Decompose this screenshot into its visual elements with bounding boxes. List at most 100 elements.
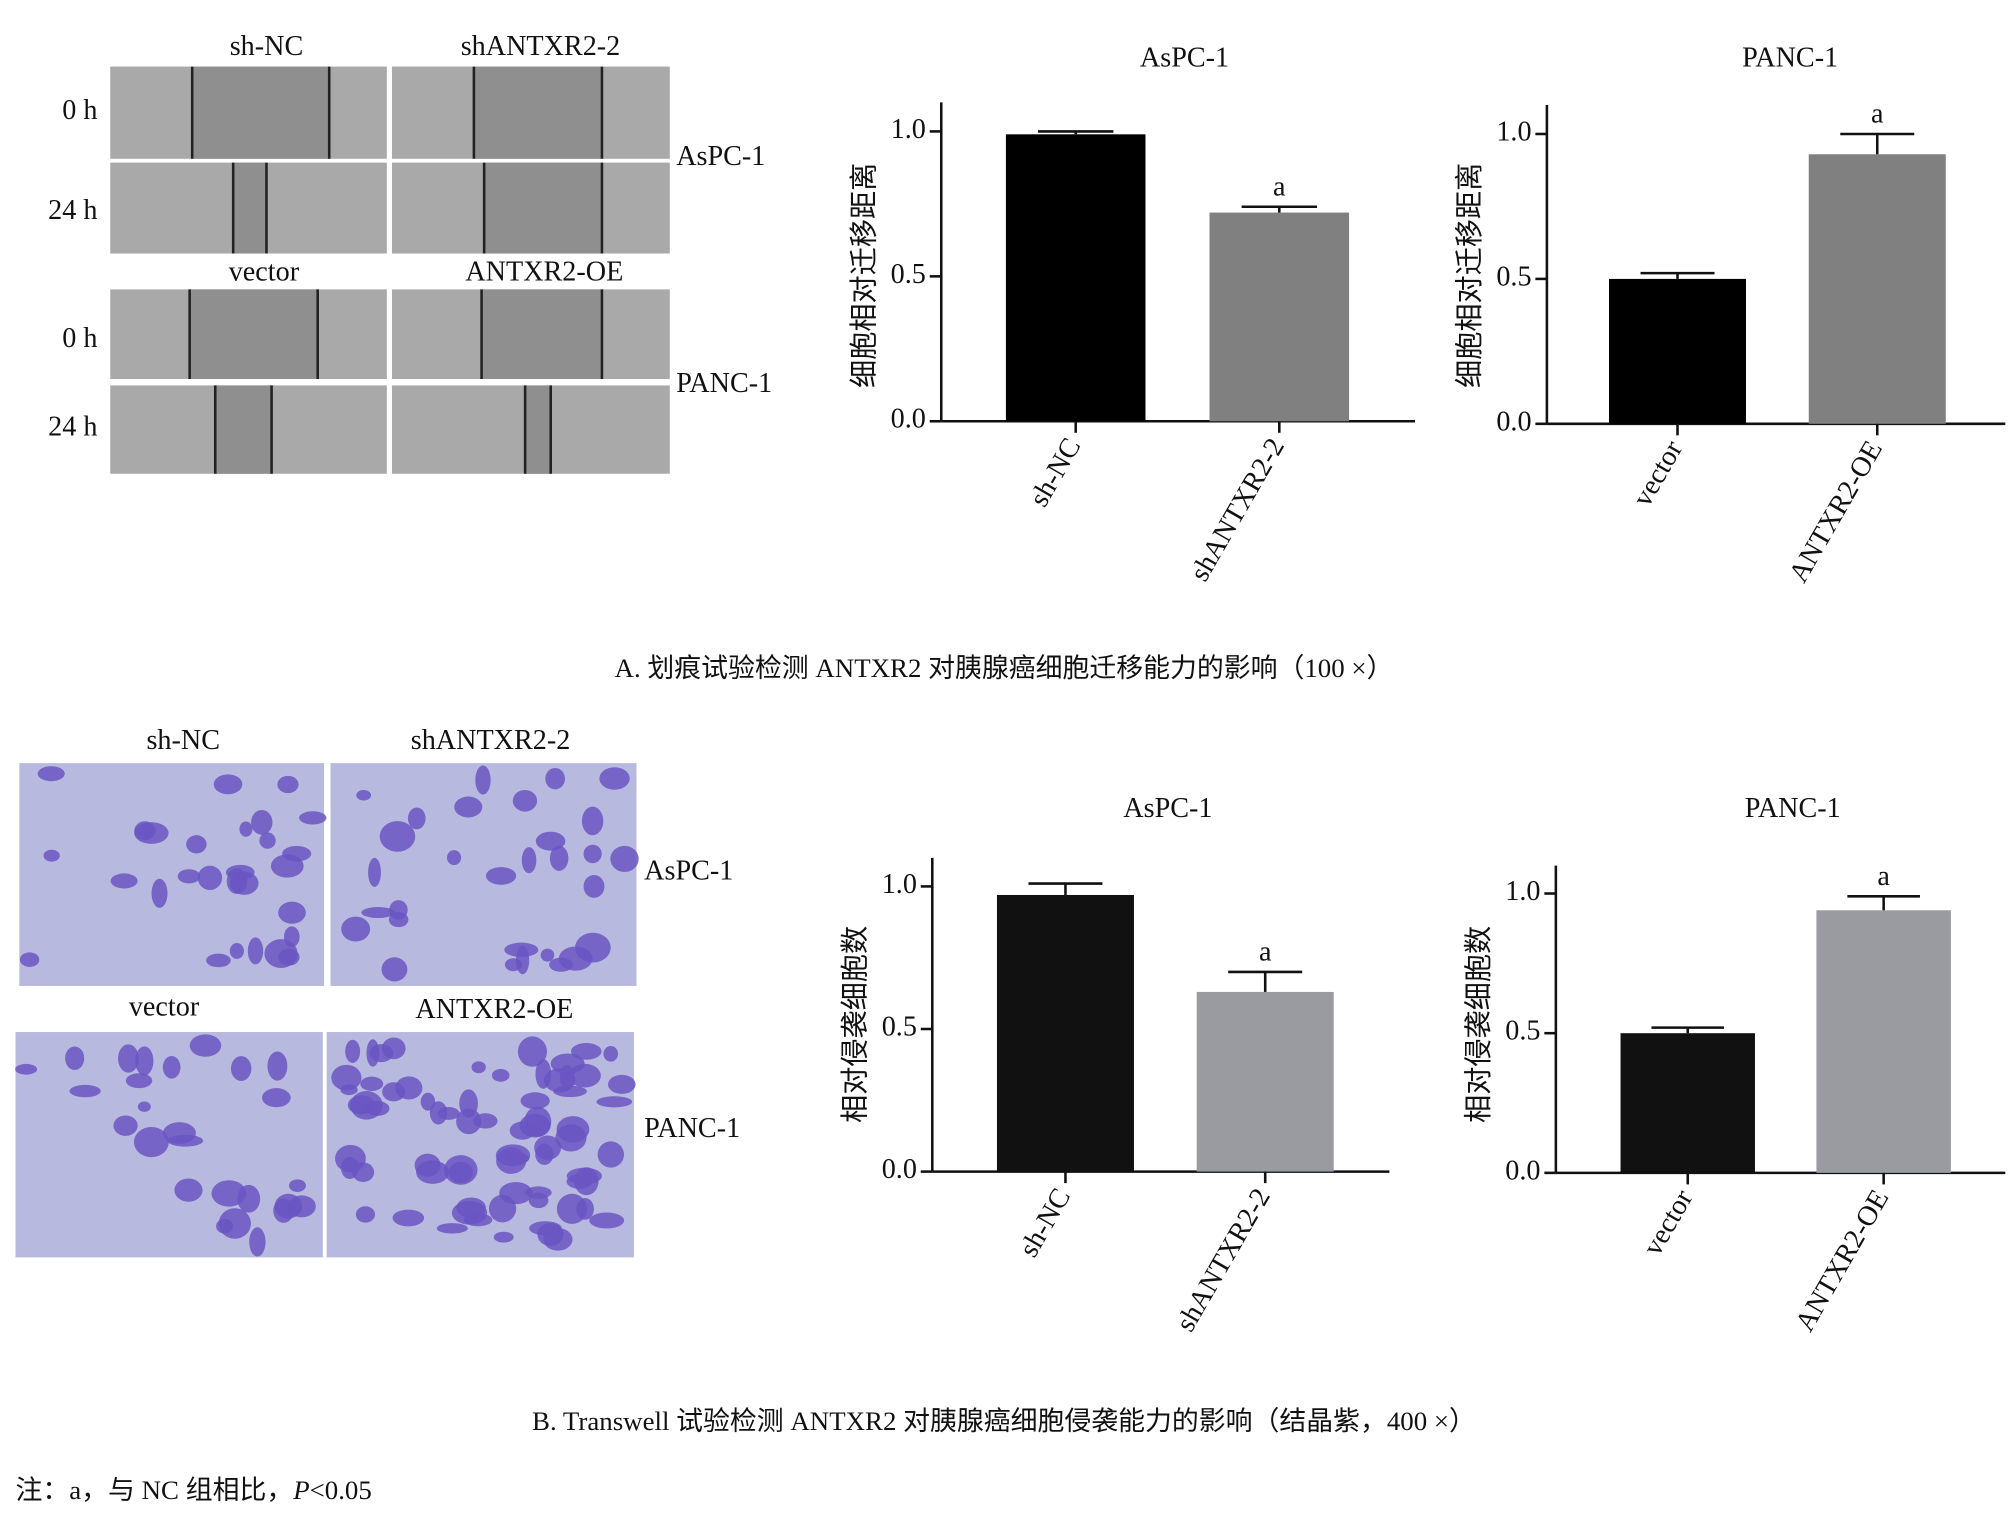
cell [113,1115,138,1136]
bar [1005,134,1146,422]
cell [267,1051,288,1081]
cell [118,1044,139,1073]
cell [610,845,639,872]
error-bar [1028,882,1103,895]
error-bar [1847,895,1920,911]
cell [213,774,243,795]
x-tick-label: sh-NC [1014,1183,1078,1262]
cell [509,1121,536,1140]
column-label: vector [229,256,300,287]
x-tick-label: shANTXR2-2 [1184,433,1291,587]
cell [583,874,605,898]
cell [540,948,555,962]
cell [289,1179,306,1192]
cell [282,845,312,862]
cell-line-label: PANC-1 [676,368,772,399]
cell [273,1198,294,1223]
cell [211,1180,247,1207]
significance-label: a [1877,861,1890,892]
cell [264,939,298,968]
cell [137,1101,151,1112]
cell [65,1046,85,1071]
cell [566,1167,603,1185]
cell [420,1092,436,1111]
bar [1808,154,1946,424]
column-label: vector [129,991,200,1022]
y-axis-label: 相对侵袭细胞数 [1463,926,1495,1123]
cell [549,845,569,871]
cell [454,796,483,818]
caption: B. Transwell 试验检测 ANTXR2 对胰腺癌细胞侵袭能力的影响（结… [532,1406,1476,1436]
chart-title: PANC-1 [1742,43,1838,74]
cell [446,850,462,866]
cell [69,1084,101,1098]
cell [368,857,381,887]
error-bar [1840,132,1915,155]
chart-title: AsPC-1 [1123,793,1212,824]
x-tick-label: vector [1627,435,1689,512]
row-label: 24 h [48,411,97,442]
cell [340,1084,358,1096]
cell [456,1108,482,1135]
cell [331,1064,362,1091]
cell [347,1095,375,1115]
cell [369,1044,394,1063]
cell [247,937,264,965]
bar [1816,910,1951,1173]
cell [521,847,537,874]
cell [239,821,253,837]
x-tick-label: ANTXR2-OE [1789,1185,1895,1337]
scratch-gap [473,66,602,159]
x-tick-label: sh-NC [1024,433,1088,512]
cell [581,806,604,836]
x-tick-label: ANTXR2-OE [1783,436,1889,588]
scratch-gap [215,385,272,474]
y-tick-label: 1.0 [1496,116,1531,147]
cell [520,1092,550,1110]
cell [162,1056,181,1079]
y-tick-label: 1.0 [1505,876,1540,907]
cell [504,958,523,972]
cell [583,844,602,864]
y-tick-label: 0.0 [891,404,926,435]
error-bar [1651,1026,1725,1034]
scratch-gap [481,289,602,380]
cell [382,1082,406,1102]
cell [597,1141,624,1168]
bar [1196,991,1334,1172]
cell [43,849,60,862]
y-axis-label: 细胞相对迁移距离 [1454,163,1486,388]
x-tick-label: shANTXR2-2 [1170,1183,1277,1337]
caption: A. 划痕试验检测 ANTXR2 对胰腺癌细胞迁移能力的影响（100 ×） [615,653,1394,683]
cell [392,1209,425,1227]
column-label: ANTXR2-OE [465,256,623,287]
cell [229,943,244,959]
cell [491,1069,510,1082]
cell [571,1042,602,1060]
column-label: sh-NC [146,725,220,756]
cell [259,832,276,849]
cell [197,865,223,891]
cell [473,1113,498,1129]
cell [19,952,40,967]
y-axis-label: 细胞相对迁移距离 [848,163,880,388]
cell [451,1201,488,1225]
cell [407,807,426,830]
cell [607,1074,636,1094]
error-bar [1228,970,1303,992]
cell [251,809,273,835]
y-tick-label: 0.5 [1505,1016,1540,1047]
y-tick-label: 0.0 [1496,406,1531,437]
y-tick-label: 0.5 [882,1011,917,1042]
cell [278,901,306,924]
cell [437,1107,460,1120]
cell [299,811,327,825]
cell [416,1160,450,1184]
cell [528,1192,549,1209]
cell [277,775,299,794]
note-text: 注：a，与 NC 组相比， [16,1475,294,1505]
cell [534,1135,562,1160]
cell [381,957,408,982]
cell [356,790,372,801]
cell [133,1126,169,1158]
